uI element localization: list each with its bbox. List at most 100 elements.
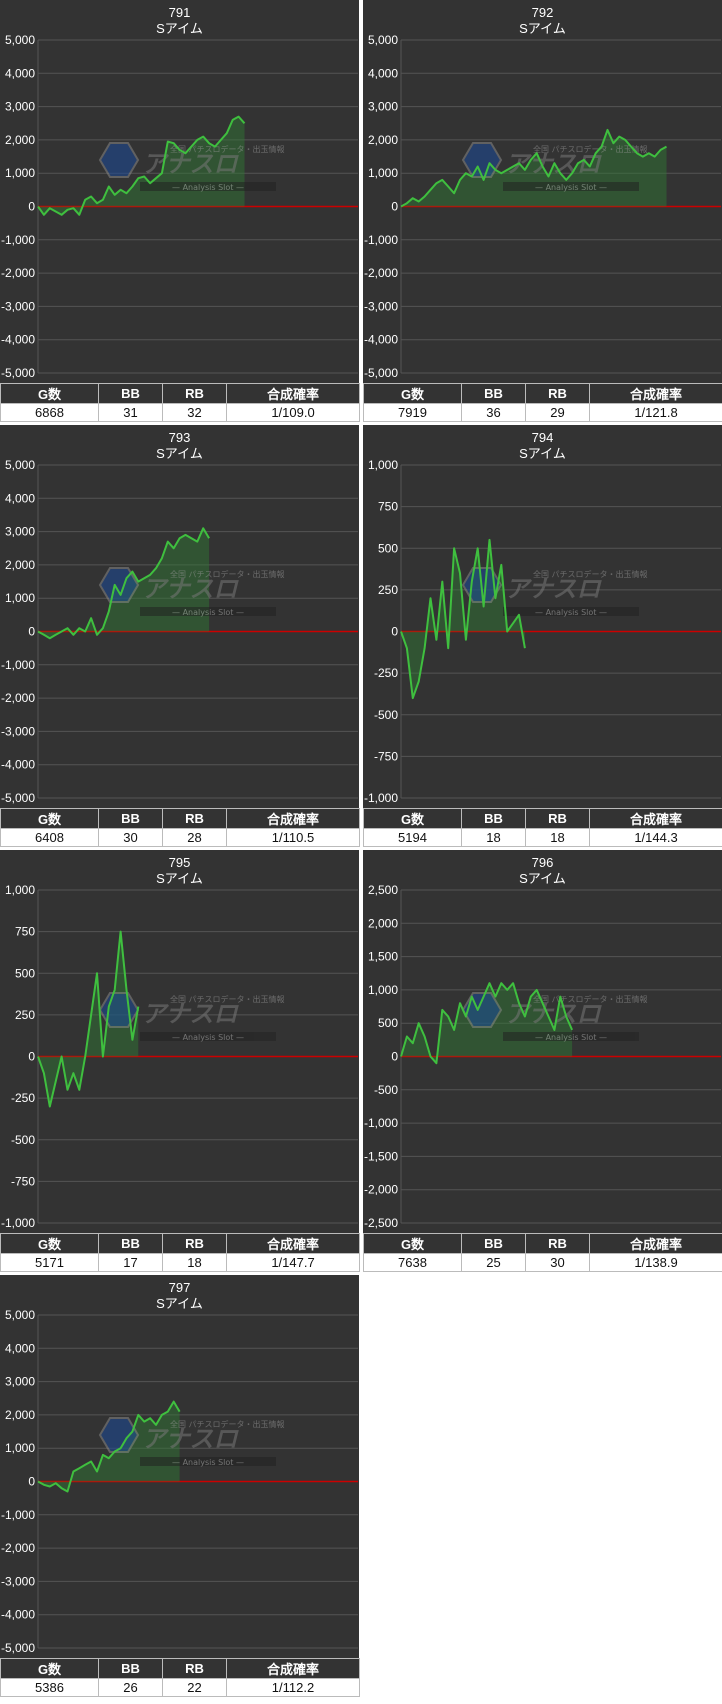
machine-name: Sアイム (156, 1296, 203, 1311)
svg-text:アナスロ: アナスロ (505, 575, 603, 603)
y-tick-label: 0 (391, 1050, 398, 1064)
y-tick-label: 5,000 (5, 458, 35, 472)
stats-value: 18 (461, 828, 526, 847)
stats-header: G数 (0, 1233, 99, 1254)
series-line (37, 115, 246, 216)
chart-card-791: 5,000 4,000 3,000 2,000 1,000 0 -1,000 -2,000 -3… (0, 0, 360, 422)
stats-header: BB (461, 383, 526, 404)
svg-text:— Analysis Slot —: — Analysis Slot — (535, 1033, 607, 1042)
stats-header: RB (162, 1658, 227, 1679)
y-tick-label: 500 (378, 1016, 398, 1030)
y-tick-label: -1,000 (1, 1216, 35, 1230)
svg-text:全国 パチスロデータ・出玉情報: 全国 パチスロデータ・出玉情報 (170, 569, 285, 579)
y-tick-label: 2,000 (5, 133, 35, 147)
y-tick-label: 1,500 (368, 950, 398, 964)
stats-value: 30 (525, 1253, 590, 1272)
chart-card-792: 5,000 4,000 3,000 2,000 1,000 0 -1,000 -2,000 -3… (363, 0, 722, 422)
chart-card-795: 1,000 750 500 250 0 -250 -500 -750 -1,000 アナスロ 全国 … (0, 850, 360, 1272)
series-line (400, 128, 667, 208)
y-tick-label: 5,000 (368, 33, 398, 47)
chart-card-796: 2,500 2,000 1,500 1,000 500 0 -500 -1,000 -1,500… (363, 850, 722, 1272)
stats-value: 1/147.7 (226, 1253, 360, 1272)
y-tick-label: -4,000 (1, 1608, 35, 1622)
series-line (400, 982, 574, 1065)
chart-svg: 5,000 4,000 3,000 2,000 1,000 0 -1,000 -2,000 -3… (1, 33, 358, 380)
stats-header: RB (525, 1233, 590, 1254)
machine-number: 796 (531, 855, 554, 870)
y-tick-label: 250 (378, 583, 398, 597)
y-tick-label: 3,000 (5, 1375, 35, 1389)
y-tick-label: -500 (374, 708, 398, 722)
stats-value: 1/121.8 (589, 403, 722, 422)
stats-header: G数 (0, 383, 99, 404)
stats-table: G数 BB RB 合成確率 5171 17 18 1/147.7 (0, 1233, 360, 1272)
chart-title: 794 Sアイム (363, 430, 722, 462)
y-tick-label: -500 (11, 1133, 35, 1147)
stats-table: G数 BB RB 合成確率 7919 36 29 1/121.8 (363, 383, 722, 422)
y-tick-label: 500 (15, 966, 35, 980)
series-area (38, 1401, 180, 1492)
y-tick-label: 3,000 (5, 525, 35, 539)
y-tick-label: 5,000 (5, 1308, 35, 1322)
chart-title: 791 Sアイム (0, 5, 359, 37)
y-tick-label: 1,000 (5, 1441, 35, 1455)
y-tick-label: 2,500 (368, 883, 398, 897)
chart-panel: 2,500 2,000 1,500 1,000 500 0 -500 -1,000 -1,500… (363, 850, 722, 1233)
chart-title: 797 Sアイム (0, 1280, 359, 1312)
y-tick-label: -250 (374, 666, 398, 680)
stats-header: 合成確率 (226, 383, 360, 404)
series-area (401, 539, 525, 699)
stats-value: 18 (525, 828, 590, 847)
machine-name: Sアイム (156, 21, 203, 36)
machine-number: 793 (168, 430, 191, 445)
stats-value: 5194 (363, 828, 462, 847)
chart-svg: 1,000 750 500 250 0 -250 -500 -750 -1,000 アナスロ全国 … (364, 458, 721, 805)
machine-name: Sアイム (519, 871, 566, 886)
chart-title: 796 Sアイム (363, 855, 722, 887)
y-tick-label: -2,500 (364, 1216, 398, 1230)
stats-value: 36 (461, 403, 526, 422)
y-tick-label: 250 (15, 1008, 35, 1022)
stats-value: 18 (162, 1253, 227, 1272)
y-tick-label: -3,000 (1, 299, 35, 313)
stats-value: 5386 (0, 1678, 99, 1697)
chart-svg: 2,500 2,000 1,500 1,000 500 0 -500 -1,000 -1,500… (364, 883, 721, 1230)
y-tick-label: -2,000 (1, 1541, 35, 1555)
y-tick-label: 750 (15, 925, 35, 939)
machine-number: 795 (168, 855, 191, 870)
y-tick-label: -1,000 (1, 1508, 35, 1522)
svg-text:— Analysis Slot —: — Analysis Slot — (172, 1458, 244, 1467)
stats-header: 合成確率 (226, 808, 360, 829)
svg-text:全国 パチスロデータ・出玉情報: 全国 パチスロデータ・出玉情報 (533, 144, 648, 154)
machine-number: 792 (531, 5, 554, 20)
machine-number: 791 (168, 5, 191, 20)
stats-value: 25 (461, 1253, 526, 1272)
chart-svg: 5,000 4,000 3,000 2,000 1,000 0 -1,000 -2,000 -3… (1, 458, 358, 805)
y-tick-label: -750 (374, 749, 398, 763)
y-tick-label: -2,000 (364, 1183, 398, 1197)
stats-value: 5171 (0, 1253, 99, 1272)
svg-text:全国 パチスロデータ・出玉情報: 全国 パチスロデータ・出玉情報 (533, 569, 648, 579)
y-tick-label: -5,000 (364, 366, 398, 380)
svg-text:— Analysis Slot —: — Analysis Slot — (172, 183, 244, 192)
y-tick-label: -5,000 (1, 791, 35, 805)
y-tick-label: -1,500 (364, 1149, 398, 1163)
svg-text:アナスロ: アナスロ (142, 1425, 240, 1453)
y-tick-label: 500 (378, 541, 398, 555)
chart-title: 795 Sアイム (0, 855, 359, 887)
svg-text:全国 パチスロデータ・出玉情報: 全国 パチスロデータ・出玉情報 (533, 994, 648, 1004)
series-line (37, 1400, 181, 1493)
stats-header: 合成確率 (589, 383, 722, 404)
y-tick-label: 1,000 (5, 883, 35, 897)
machine-number: 797 (168, 1280, 191, 1295)
y-tick-label: 4,000 (5, 1341, 35, 1355)
y-tick-label: 0 (391, 200, 398, 214)
stats-value: 26 (98, 1678, 163, 1697)
stats-header: RB (525, 383, 590, 404)
stats-value: 6408 (0, 828, 99, 847)
y-tick-label: 1,000 (368, 166, 398, 180)
stats-header: G数 (0, 1658, 99, 1679)
stats-table: G数 BB RB 合成確率 6408 30 28 1/110.5 (0, 808, 360, 847)
